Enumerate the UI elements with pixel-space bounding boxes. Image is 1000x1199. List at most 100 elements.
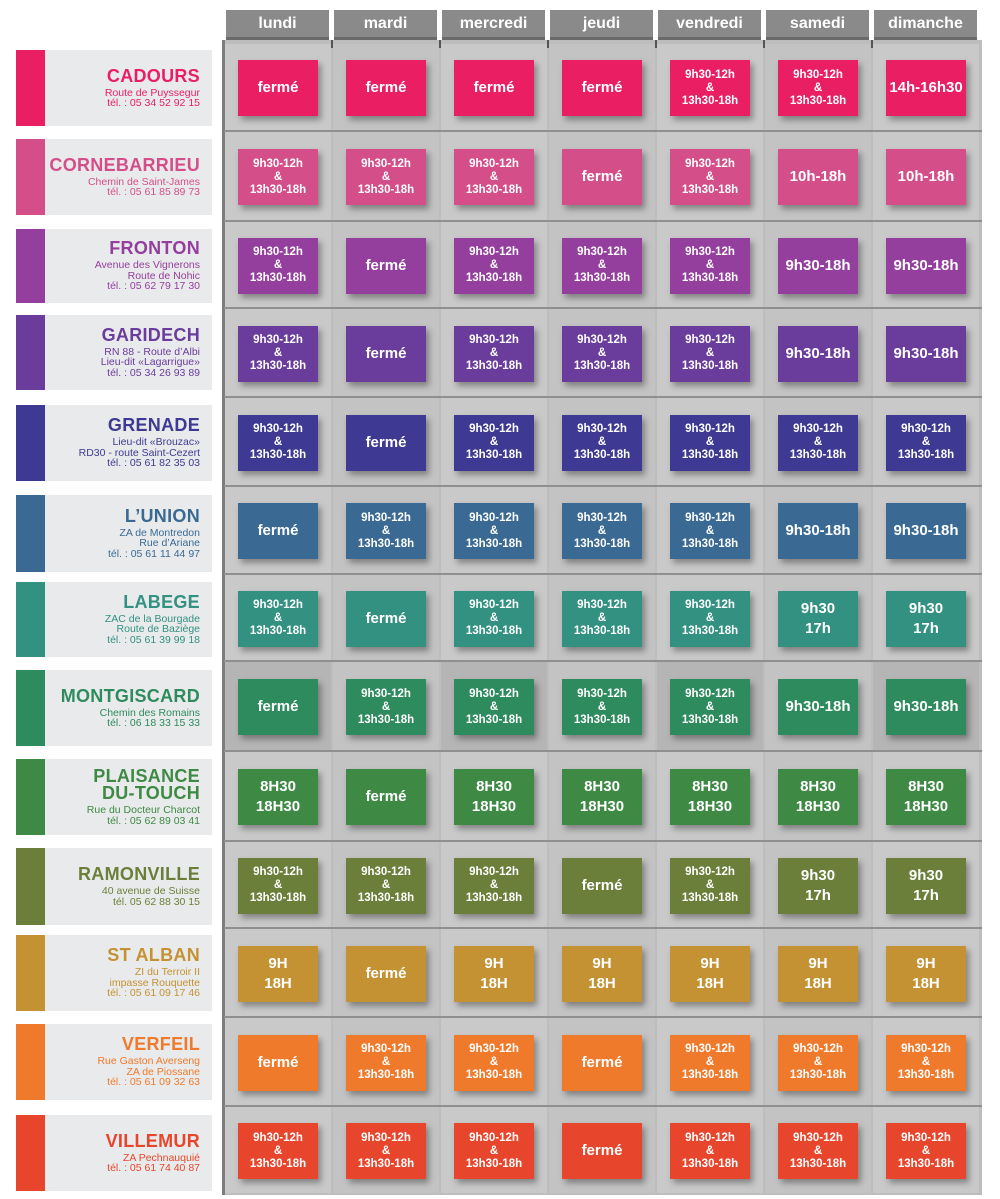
location-label: RAMONVILLE 40 avenue de Suisse tél. 05 62… [16,848,212,925]
column-divider [655,40,657,48]
day-header-lundi: lundi [226,10,329,40]
hours-cell-jeudi: 9H 18H [562,945,642,1002]
hours-cell-lundi: fermé [238,503,318,559]
hours-cell-jeudi: fermé [562,149,642,205]
hours-cell-mercredi: 9h30-12h & 13h30-18h [454,149,534,205]
location-address: Chemin de Saint-James tél. : 05 61 85 89… [87,175,200,198]
hours-cell-dimanche: 9h30-18h [886,237,966,294]
hours-cell-lundi: fermé [238,679,318,735]
location-label-text: ST ALBAN ZI du Terroir II impasse Rouquet… [50,935,200,1011]
row-separator [224,573,982,575]
hours-cell-mardi: fermé [346,414,426,471]
row-separator [224,307,982,309]
hours-cell-samedi: 9h30-12h & 13h30-18h [778,414,858,471]
hours-cell-lundi: 9h30-12h & 13h30-18h [238,414,318,471]
day-header-vendredi: vendredi [658,10,761,40]
hours-cell-lundi: 9h30-12h & 13h30-18h [238,1123,318,1179]
location-label-text: CADOURS Route de Puyssegur tél. : 05 34 5… [50,50,200,126]
location-name: CADOURS [106,65,200,86]
location-color-bar [16,1024,45,1100]
hours-cell-vendredi: 9H 18H [670,945,750,1002]
hours-cell-mercredi: 9h30-12h & 13h30-18h [454,857,534,914]
hours-cell-jeudi: fermé [562,60,642,116]
hours-cell-lundi: 9h30-12h & 13h30-18h [238,857,318,914]
location-label-text: GRENADE Lieu-dit «Brouzac» RD30 - route S… [50,405,200,481]
hours-cell-jeudi: fermé [562,1123,642,1179]
location-label-text: VILLEMUR ZA Pechnauquié tél. : 05 61 74 4… [50,1115,200,1191]
location-name: VERFEIL [121,1034,200,1055]
hours-cell-samedi: 9h30 17h [778,590,858,647]
hours-cell-vendredi: 9h30-12h & 13h30-18h [670,325,750,382]
location-address: Avenue des Vignerons Route de Nohic tél.… [94,259,200,293]
hours-cell-jeudi: 9h30-12h & 13h30-18h [562,325,642,382]
location-address: Rue Gaston Averseng ZA de Piossane tél. … [97,1055,200,1089]
hours-cell-jeudi: 9h30-12h & 13h30-18h [562,590,642,647]
hours-cell-lundi: 9h30-12h & 13h30-18h [238,237,318,294]
hours-cell-vendredi: 9h30-12h & 13h30-18h [670,1123,750,1179]
hours-cell-mercredi: 9h30-12h & 13h30-18h [454,1034,534,1091]
hours-cell-mardi: fermé [346,60,426,116]
location-color-bar [16,1115,45,1191]
location-name: PLAISANCE DU-TOUCH [93,766,200,803]
row-separator [224,485,982,487]
hours-cell-jeudi: 9h30-12h & 13h30-18h [562,237,642,294]
hours-cell-dimanche: 9h30-12h & 13h30-18h [886,1034,966,1091]
location-address: ZI du Terroir II impasse Rouquette tél. … [107,966,200,1000]
hours-cell-vendredi: 9h30-12h & 13h30-18h [670,590,750,647]
hours-cell-lundi: 9H 18H [238,945,318,1002]
hours-cell-vendredi: 9h30-12h & 13h30-18h [670,414,750,471]
hours-cell-mercredi: 9h30-12h & 13h30-18h [454,325,534,382]
location-label: VERFEIL Rue Gaston Averseng ZA de Piossan… [16,1024,212,1100]
hours-cell-dimanche: 8H30 18H30 [886,769,966,825]
hours-cell-mercredi: 9h30-12h & 13h30-18h [454,503,534,559]
hours-cell-samedi: 9h30-18h [778,503,858,559]
location-name: GRENADE [107,415,200,436]
row-separator [224,1105,982,1107]
location-label-text: PLAISANCE DU-TOUCH Rue du Docteur Charcot… [50,759,200,835]
hours-cell-mardi: 9h30-12h & 13h30-18h [346,679,426,735]
location-address: Chemin des Romains tél. : 06 18 33 15 33 [99,706,200,729]
hours-cell-mardi: 9h30-12h & 13h30-18h [346,857,426,914]
location-color-bar [16,582,45,657]
location-color-bar [16,229,45,303]
location-label: L’UNION ZA de Montredon Rue d’Ariane tél.… [16,495,212,572]
hours-cell-dimanche: 9h30-18h [886,325,966,382]
location-label-text: VERFEIL Rue Gaston Averseng ZA de Piossan… [50,1024,200,1100]
location-label: LABEGE ZAC de la Bourgade Route de Bazièg… [16,582,212,657]
location-label: GRENADE Lieu-dit «Brouzac» RD30 - route S… [16,405,212,481]
location-address: ZAC de la Bourgade Route de Baziège tél.… [104,612,200,646]
hours-cell-mercredi: 9h30-12h & 13h30-18h [454,237,534,294]
day-header-mardi: mardi [334,10,437,40]
hours-cell-mardi: fermé [346,590,426,647]
hours-cell-jeudi: 9h30-12h & 13h30-18h [562,414,642,471]
row-separator [224,396,982,398]
location-address: RN 88 - Route d’Albi Lieu-dit «Lagarrigu… [100,345,200,379]
location-name: GARIDECH [101,324,200,345]
hours-cell-dimanche: 14h-16h30 [886,60,966,116]
location-label: VILLEMUR ZA Pechnauquié tél. : 05 61 74 4… [16,1115,212,1191]
location-name: CORNEBARRIEU [49,154,200,175]
location-color-bar [16,50,45,126]
hours-cell-mercredi: 9H 18H [454,945,534,1002]
location-address: Rue du Docteur Charcot tél. : 05 62 89 0… [86,804,200,827]
hours-cell-mardi: fermé [346,325,426,382]
hours-cell-mardi: fermé [346,945,426,1002]
location-color-bar [16,495,45,572]
hours-cell-mercredi: 9h30-12h & 13h30-18h [454,414,534,471]
hours-cell-lundi: fermé [238,60,318,116]
row-separator [224,1016,982,1018]
hours-cell-dimanche: 9h30-18h [886,503,966,559]
location-name: ST ALBAN [107,945,200,966]
hours-cell-mardi: fermé [346,237,426,294]
hours-cell-samedi: 9h30 17h [778,857,858,914]
hours-cell-vendredi: 9h30-12h & 13h30-18h [670,237,750,294]
location-label-text: FRONTON Avenue des Vignerons Route de Noh… [50,229,200,303]
location-address: Route de Puyssegur tél. : 05 34 52 92 15 [104,86,200,109]
location-name: MONTGISCARD [60,685,200,706]
location-name: FRONTON [109,238,200,259]
location-name: RAMONVILLE [78,864,200,884]
location-address: 40 avenue de Suisse tél. 05 62 88 30 15 [101,885,200,908]
hours-cell-mardi: 9h30-12h & 13h30-18h [346,1123,426,1179]
hours-cell-vendredi: 9h30-12h & 13h30-18h [670,679,750,735]
hours-cell-vendredi: 9h30-12h & 13h30-18h [670,503,750,559]
